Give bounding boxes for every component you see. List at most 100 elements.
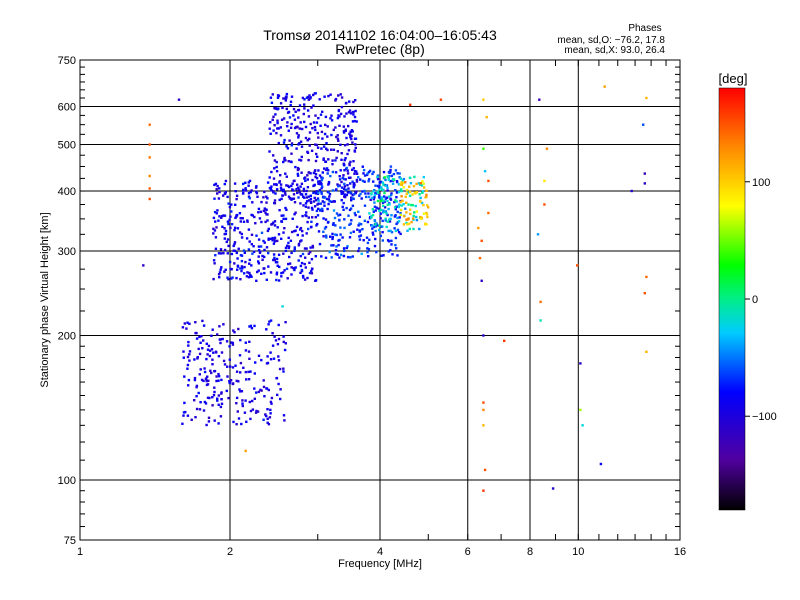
- data-point: [283, 191, 287, 194]
- data-point: [351, 141, 354, 144]
- data-point: [261, 254, 264, 258]
- data-point: [386, 203, 389, 206]
- data-point: [251, 408, 255, 411]
- data-point: [418, 227, 421, 231]
- data-point: [198, 352, 202, 356]
- data-point: [273, 236, 277, 239]
- data-point: [349, 222, 352, 225]
- data-point: [273, 224, 277, 227]
- data-point: [377, 184, 381, 187]
- data-point: [214, 236, 218, 239]
- data-point: [294, 211, 297, 214]
- data-point: [244, 187, 247, 190]
- data-point: [268, 150, 271, 153]
- data-point: [402, 203, 405, 206]
- data-point: [284, 193, 287, 196]
- data-point: [302, 112, 305, 116]
- data-point: [312, 104, 315, 107]
- data-point: [249, 324, 253, 328]
- data-point: [396, 228, 400, 232]
- data-point: [324, 123, 327, 127]
- data-point: [343, 115, 346, 118]
- x-tick-label: 2: [227, 546, 233, 558]
- data-point: [350, 129, 354, 132]
- data-point: [263, 248, 266, 252]
- data-point: [273, 107, 276, 110]
- data-point: [337, 214, 340, 217]
- data-point: [349, 182, 352, 185]
- data-point: [264, 413, 267, 416]
- data-point: [226, 252, 229, 255]
- data-point: [269, 96, 273, 99]
- data-point: [406, 223, 409, 226]
- data-point: [311, 208, 314, 211]
- data-point: [362, 168, 366, 172]
- data-point: [247, 370, 250, 374]
- data-point: [354, 143, 357, 146]
- data-point: [299, 121, 302, 124]
- data-point: [228, 381, 232, 384]
- data-point: [235, 213, 239, 217]
- data-point: [249, 417, 252, 421]
- data-point: [373, 196, 376, 199]
- data-point: [235, 379, 238, 383]
- data-point: [233, 249, 237, 252]
- data-point: [256, 195, 259, 198]
- data-point: [327, 202, 330, 206]
- data-point: [349, 112, 353, 115]
- data-point: [216, 333, 219, 336]
- axis-ticks: 1 2 4 6 8 10 16 75 100 200 300 400 500 600 750: [58, 55, 686, 558]
- data-point: [343, 169, 346, 172]
- data-point: [307, 199, 311, 202]
- data-point: [387, 177, 390, 180]
- data-point: [187, 384, 190, 387]
- data-point: [311, 244, 314, 248]
- data-point: [148, 174, 151, 178]
- data-point: [387, 170, 391, 174]
- data-point: [419, 182, 422, 185]
- data-point: [320, 187, 323, 190]
- data-point: [379, 199, 383, 203]
- data-point: [352, 160, 355, 163]
- data-point: [345, 246, 348, 250]
- data-point: [351, 168, 354, 171]
- data-point: [343, 182, 346, 186]
- data-point: [252, 245, 255, 248]
- data-point: [303, 278, 307, 281]
- data-point: [307, 252, 310, 255]
- data-point: [347, 176, 351, 179]
- data-point: [177, 98, 181, 101]
- data-point: [346, 169, 349, 172]
- data-point: [373, 201, 376, 204]
- data-point: [347, 149, 351, 152]
- data-point: [239, 267, 242, 270]
- data-point: [237, 327, 240, 331]
- data-point: [223, 270, 226, 273]
- data-point: [328, 250, 331, 254]
- data-point: [380, 225, 383, 228]
- data-point: [373, 193, 376, 197]
- data-point: [204, 377, 208, 380]
- data-point: [308, 94, 311, 97]
- data-point: [372, 198, 375, 201]
- data-point: [333, 216, 337, 220]
- data-point: [383, 210, 386, 214]
- data-point: [301, 229, 304, 233]
- data-point: [277, 107, 280, 110]
- data-point: [391, 253, 394, 256]
- data-point: [203, 400, 207, 404]
- data-point: [336, 137, 340, 140]
- data-point: [412, 214, 415, 218]
- data-point: [304, 136, 308, 140]
- data-point: [193, 378, 197, 382]
- data-point: [282, 189, 285, 193]
- data-point: [322, 217, 325, 220]
- y-tick-label: 400: [58, 186, 76, 198]
- data-point: [239, 371, 242, 374]
- data-point: [343, 193, 346, 196]
- data-point: [331, 232, 334, 236]
- data-point: [322, 145, 326, 148]
- data-point: [218, 215, 221, 218]
- data-point: [321, 200, 324, 203]
- data-point: [387, 229, 390, 233]
